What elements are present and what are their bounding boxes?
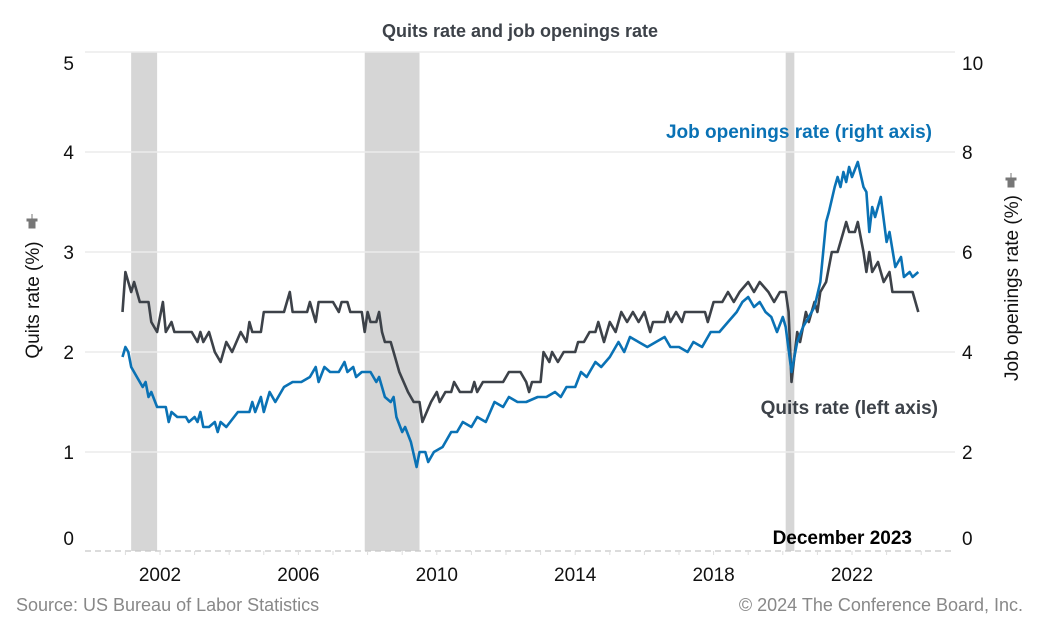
right-tick-label: 4 <box>962 343 973 364</box>
right-tick-label: 0 <box>962 529 973 550</box>
x-tick-label: 2018 <box>692 565 734 586</box>
job-openings-rate-line <box>121 160 920 469</box>
series-lines <box>121 160 920 469</box>
right-tick-label: 8 <box>962 143 973 164</box>
pin-icon[interactable] <box>1005 173 1017 188</box>
source-note: Source: US Bureau of Labor Statistics <box>16 595 319 615</box>
left-axis-title: Quits rate (%) <box>23 241 44 358</box>
gridlines <box>85 51 955 453</box>
left-tick-label: 5 <box>63 54 74 75</box>
x-tick-label: 2010 <box>416 565 458 586</box>
copyright-note: © 2024 The Conference Board, Inc. <box>739 595 1023 615</box>
left-tick-label: 4 <box>63 143 74 164</box>
x-tick-label: 2022 <box>831 565 873 586</box>
chart-title: Quits rate and job openings rate <box>382 21 658 41</box>
left-axis-label: Quits rate (%) <box>23 241 44 358</box>
series-label-quits: Quits rate (left axis) <box>761 398 938 419</box>
right-axis-label: Job openings rate (%) <box>1002 195 1023 381</box>
x-tick-label: 2014 <box>554 565 597 586</box>
left-tick-label: 3 <box>63 243 74 264</box>
right-tick-label: 6 <box>962 243 973 264</box>
left-axis-ticks: 0 1 2 3 4 5 <box>63 54 74 550</box>
x-axis-ticks: 2002 2006 2010 2014 2018 2022 <box>124 551 922 586</box>
left-tick-label: 1 <box>63 443 74 464</box>
right-axis-ticks: 0 2 4 6 8 10 <box>962 54 983 550</box>
right-tick-label: 2 <box>962 443 973 464</box>
right-axis-title: Job openings rate (%) <box>1002 195 1023 381</box>
right-tick-label: 10 <box>962 54 983 75</box>
left-tick-label: 2 <box>63 343 74 364</box>
pin-icon[interactable] <box>26 214 38 229</box>
recession-band <box>785 52 795 551</box>
x-tick-label: 2006 <box>277 565 319 586</box>
left-tick-label: 0 <box>63 529 74 550</box>
recession-shading <box>131 52 795 551</box>
date-annotation: December 2023 <box>773 528 912 549</box>
series-label-job-openings: Job openings rate (right axis) <box>666 122 932 143</box>
recession-band <box>364 52 420 551</box>
x-tick-label: 2002 <box>139 565 181 586</box>
